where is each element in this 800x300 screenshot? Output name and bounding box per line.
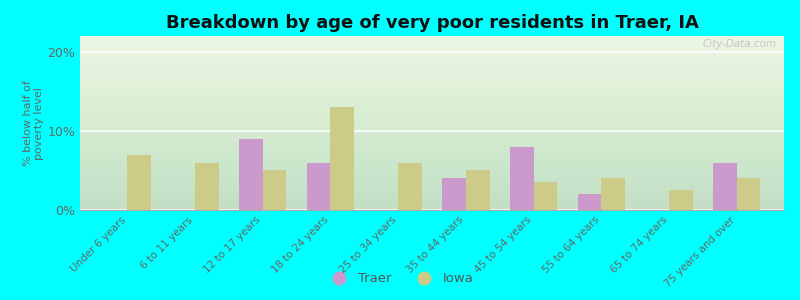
Bar <box>713 163 737 210</box>
Text: City-Data.com: City-Data.com <box>703 40 777 50</box>
Bar <box>306 163 330 210</box>
Legend: Traer, Iowa: Traer, Iowa <box>321 267 479 290</box>
Title: Breakdown by age of very poor residents in Traer, IA: Breakdown by age of very poor residents … <box>166 14 698 32</box>
Bar <box>578 194 602 210</box>
Bar <box>262 170 286 210</box>
Bar <box>239 139 262 210</box>
Bar <box>330 107 354 210</box>
Bar <box>127 154 151 210</box>
Bar <box>510 147 534 210</box>
Bar <box>195 163 218 210</box>
Bar <box>534 182 558 210</box>
Bar <box>442 178 466 210</box>
Bar <box>466 170 490 210</box>
Bar <box>737 178 760 210</box>
Bar <box>398 163 422 210</box>
Y-axis label: % below half of
poverty level: % below half of poverty level <box>23 80 45 166</box>
Bar <box>602 178 625 210</box>
Bar <box>669 190 693 210</box>
